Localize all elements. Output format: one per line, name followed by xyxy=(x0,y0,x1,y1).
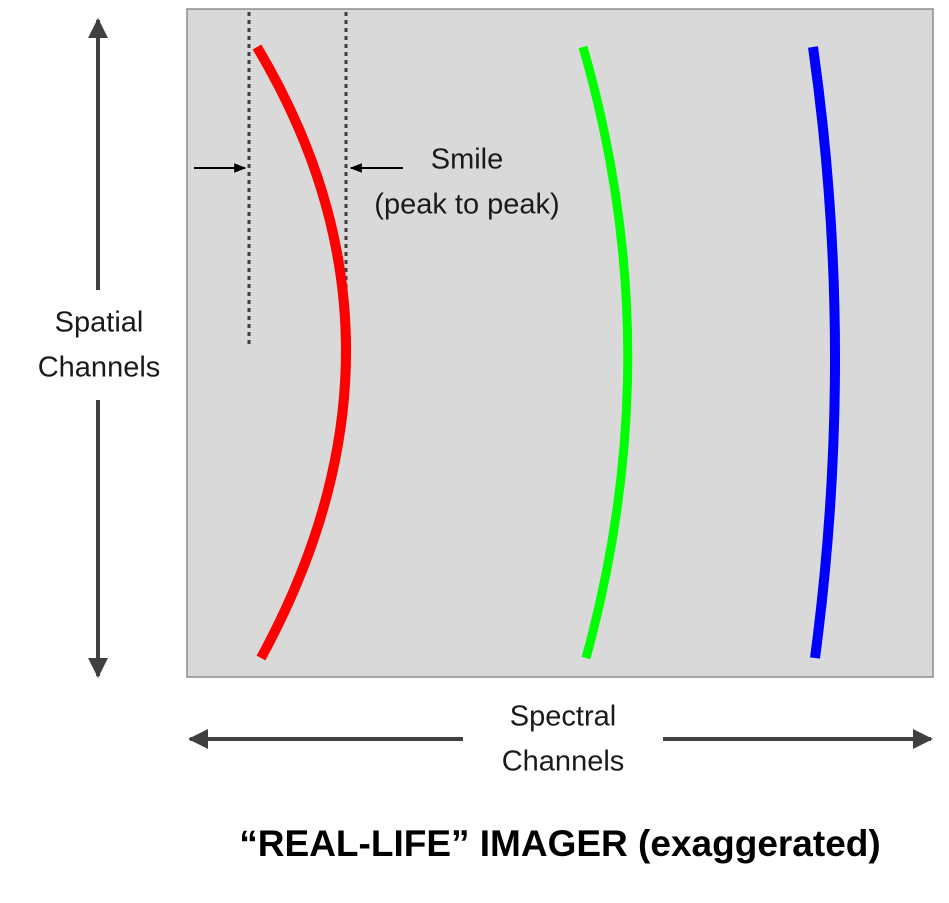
axis-label: Channels xyxy=(38,352,161,384)
annotation: Smile xyxy=(431,144,504,176)
green-line xyxy=(578,45,633,660)
detector-area xyxy=(186,8,934,678)
title: “REAL-LIFE” IMAGER (exaggerated) xyxy=(239,823,880,864)
annotation: (peak to peak) xyxy=(374,189,559,221)
axis-label: Spatial xyxy=(55,307,144,339)
axis-label: Spectral xyxy=(510,701,616,733)
axis-label: Channels xyxy=(502,746,625,778)
blue-line xyxy=(808,46,841,659)
red-line xyxy=(252,44,351,661)
